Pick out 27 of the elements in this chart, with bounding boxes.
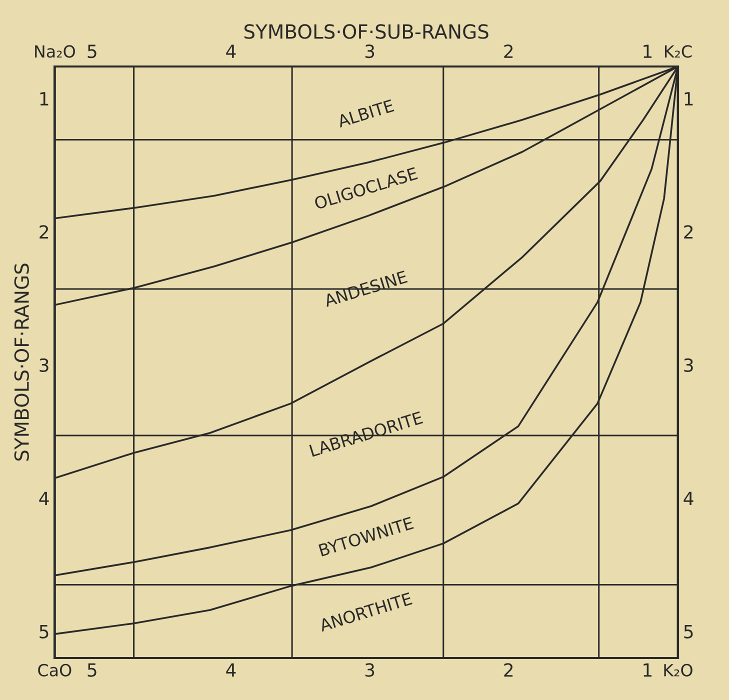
x-tick-label: 2 (504, 663, 513, 677)
x-tick-label: 3 (365, 663, 374, 677)
x-tick-label: 1 (644, 663, 652, 677)
y2-tick-label: 1 (684, 92, 693, 106)
y-axis-title: SYMBOLS·OF·RANGS (14, 264, 30, 461)
text: K₂O (664, 664, 692, 676)
y-tick-label: 1 (40, 92, 48, 106)
y2-tick-label: 5 (684, 625, 693, 638)
x2-tick-label: 2 (504, 44, 513, 58)
text: CaO (38, 664, 72, 676)
y-tick-label: 5 (40, 625, 48, 638)
x-tick-label: 4 (226, 663, 236, 677)
y2-tick-label: 4 (684, 492, 694, 505)
text: K₂C (664, 45, 692, 58)
x-tick-label: 5 (88, 663, 96, 677)
y-tick-label: 2 (40, 225, 48, 239)
y2-tick-label: 2 (684, 225, 693, 239)
y2-tick-label: 3 (684, 358, 693, 372)
x2-tick-label: 5 (88, 44, 96, 58)
x2-tick-label: 3 (365, 44, 374, 58)
y-tick-label: 4 (39, 492, 49, 505)
y-tick-label: 3 (40, 358, 48, 372)
annotation: ALBITE (336, 99, 394, 128)
text: Na₂O (35, 45, 75, 58)
x2-tick-label: 4 (226, 44, 236, 58)
x2-axis-title: SYMBOLS·OF·SUB-RANGS (244, 24, 488, 39)
x2-tick-label: 1 (644, 44, 652, 58)
